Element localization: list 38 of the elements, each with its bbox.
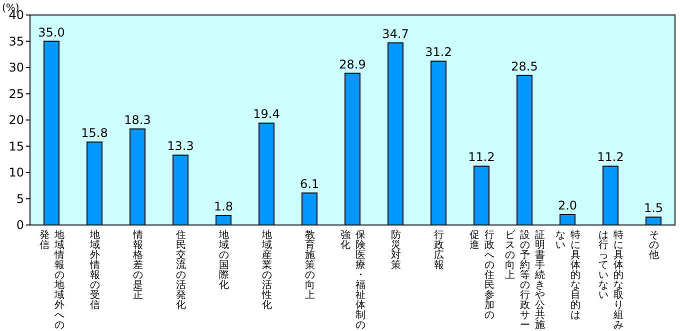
data-label: 18.3 [124,112,151,127]
x-tick-label: 地域産業の活性化 [261,230,272,313]
category-label: 行政への住民参加の促進 [470,230,494,321]
x-tick-label: 情報格差の是正 [132,230,143,303]
x-tick-label: 行政広報 [433,230,444,273]
category-label: 特に具体的な取り組みは行っていない [598,230,624,331]
y-tick-label: 35 [8,34,24,48]
y-tick-label: 30 [8,60,24,74]
data-label: 13.3 [167,139,194,154]
data-label: 28.9 [339,57,366,72]
x-tick-label: 住民交流の活発化 [175,230,186,313]
category-label: 保険医療・福祉体制の強化 [340,230,366,331]
data-label: 6.1 [300,176,320,191]
data-label: 1.5 [644,201,664,216]
y-tick-label: 20 [8,113,24,127]
data-label: 2.0 [558,198,578,212]
data-label: 31.2 [425,45,452,60]
data-label: 19.4 [253,107,280,122]
data-label: 34.7 [382,26,409,41]
y-tick-label: 5 [16,192,24,206]
x-tick-label: その他 [648,230,659,263]
x-tick-label: 防災対策 [390,230,401,273]
data-label: 35.0 [38,25,65,40]
y-tick-label: 25 [8,86,24,101]
category-label: 特に具体的な目的はない [556,230,580,321]
data-label: 15.8 [81,126,108,140]
x-tick-label: 地域の国際化 [218,230,229,293]
category-label: 地域情報の地域外への発信 [40,230,64,331]
y-tick-label: 0 [16,218,24,232]
y-tick-label: 15 [8,139,24,154]
data-label: 1.8 [214,200,234,214]
data-label: 11.2 [468,150,495,164]
category-label: 証明書手続きや公共施設の予約等の行政サービスの向上 [505,230,545,331]
y-tick-label: 10 [8,166,24,180]
x-tick-label: 教育施策の向上 [304,230,315,303]
data-label: 11.2 [597,150,624,164]
x-tick-label: 地域外情報の受信 [89,230,100,313]
data-label: 28.5 [511,59,538,74]
